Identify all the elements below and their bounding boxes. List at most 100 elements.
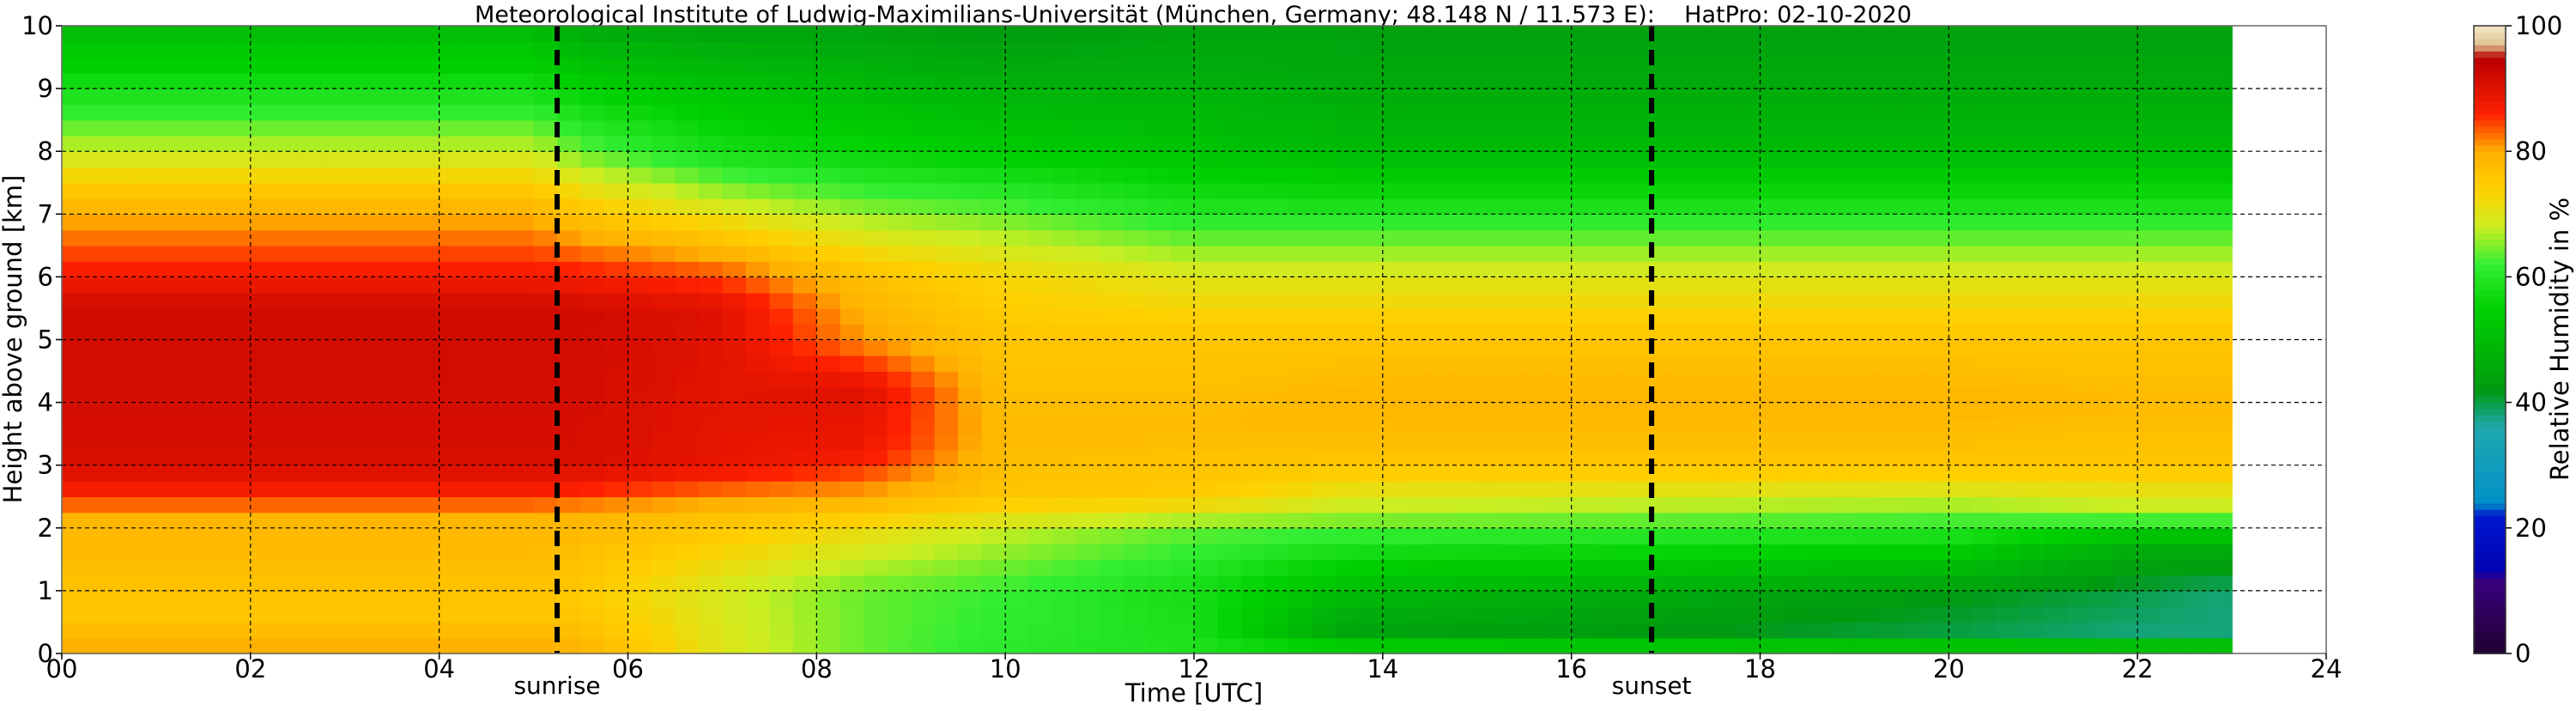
heatmap-cell xyxy=(1737,119,1761,137)
heatmap-cell xyxy=(557,559,582,576)
heatmap-cell xyxy=(1147,496,1172,514)
heatmap-cell xyxy=(1194,606,1219,623)
heatmap-cell xyxy=(627,88,652,106)
heatmap-cell xyxy=(1288,449,1313,466)
heatmap-cell xyxy=(321,574,346,592)
heatmap-cell xyxy=(745,574,771,592)
heatmap-cell xyxy=(2090,574,2115,592)
heatmap-cell xyxy=(321,261,346,278)
heatmap-cell xyxy=(1217,590,1242,607)
heatmap-cell xyxy=(1548,512,1573,529)
heatmap-cell xyxy=(1972,512,1997,529)
colorbar-segment xyxy=(2474,483,2506,491)
heatmap-cell xyxy=(934,527,960,544)
heatmap-cell xyxy=(1830,355,1856,372)
heatmap-cell xyxy=(533,512,558,529)
heatmap-cell xyxy=(1406,527,1431,544)
heatmap-cell xyxy=(2019,527,2045,544)
heatmap-cell xyxy=(2090,307,2115,325)
heatmap-cell xyxy=(2043,386,2068,404)
heatmap-cell xyxy=(1382,606,1408,623)
heatmap-cell xyxy=(1807,527,1832,544)
heatmap-cell xyxy=(2161,434,2185,451)
heatmap-cell xyxy=(627,41,652,58)
heatmap-cell xyxy=(321,151,346,168)
heatmap-cell xyxy=(463,292,488,309)
heatmap-cell xyxy=(533,261,558,278)
heatmap-cell xyxy=(368,167,393,184)
heatmap-cell xyxy=(2043,527,2068,544)
heatmap-cell xyxy=(1854,465,1879,482)
heatmap-cell xyxy=(439,41,464,58)
heatmap-cell xyxy=(1476,465,1502,482)
heatmap-cell xyxy=(1028,574,1053,592)
heatmap-cell xyxy=(132,307,157,325)
heatmap-cell xyxy=(1288,355,1313,372)
heatmap-cell xyxy=(1194,88,1219,106)
heatmap-cell xyxy=(981,261,1006,278)
heatmap-cell xyxy=(1972,276,1997,294)
heatmap-cell xyxy=(1382,151,1408,168)
heatmap-cell xyxy=(227,276,252,294)
heatmap-cell xyxy=(1264,434,1289,451)
heatmap-cell xyxy=(108,371,134,388)
heatmap-cell xyxy=(1264,355,1289,372)
heatmap-cell xyxy=(1100,434,1124,451)
heatmap-cell xyxy=(839,41,865,58)
heatmap-cell xyxy=(321,167,346,184)
heatmap-cell xyxy=(85,135,110,152)
heatmap-cell xyxy=(580,214,605,231)
colorbar-segment xyxy=(2474,408,2506,416)
heatmap-cell xyxy=(722,449,747,466)
heatmap-cell xyxy=(297,480,323,498)
heatmap-cell xyxy=(463,512,488,529)
heatmap-cell xyxy=(510,72,535,89)
y-tick-label: 7 xyxy=(38,199,53,228)
heatmap-cell xyxy=(1500,355,1525,372)
heatmap-cell xyxy=(1712,214,1737,231)
heatmap-cell xyxy=(792,245,818,262)
heatmap-cell xyxy=(2019,637,2045,654)
heatmap-cell xyxy=(839,606,865,623)
heatmap-cell xyxy=(864,229,888,246)
heatmap-cell xyxy=(344,574,370,592)
heatmap-cell xyxy=(274,324,299,341)
heatmap-cell xyxy=(439,512,464,529)
heatmap-cell xyxy=(816,606,841,623)
heatmap-cell xyxy=(1571,104,1596,121)
heatmap-cell xyxy=(1524,41,1549,58)
heatmap-cell xyxy=(2019,245,2045,262)
heatmap-cell xyxy=(533,590,558,607)
heatmap-cell xyxy=(2161,324,2185,341)
heatmap-cell xyxy=(1760,496,1785,514)
heatmap-cell xyxy=(1359,622,1384,639)
heatmap-cell xyxy=(274,307,299,325)
heatmap-cell xyxy=(1737,590,1761,607)
heatmap-cell xyxy=(368,434,393,451)
heatmap-cell xyxy=(1500,386,1525,404)
heatmap-cell xyxy=(1524,544,1549,561)
heatmap-cell xyxy=(297,135,323,152)
heatmap-cell xyxy=(745,324,771,341)
heatmap-cell xyxy=(864,182,888,199)
heatmap-cell xyxy=(816,449,841,466)
heatmap-cell xyxy=(1005,559,1030,576)
heatmap-cell xyxy=(958,386,983,404)
heatmap-cell xyxy=(1901,559,1926,576)
heatmap-cell xyxy=(203,434,228,451)
heatmap-cell xyxy=(1500,182,1525,199)
heatmap-cell xyxy=(1052,151,1077,168)
heatmap-cell xyxy=(2019,324,2045,341)
heatmap-cell xyxy=(2090,104,2115,121)
heatmap-cell xyxy=(1005,574,1030,592)
heatmap-cell xyxy=(1028,559,1053,576)
heatmap-cell xyxy=(1170,72,1195,89)
heatmap-cell xyxy=(1288,434,1313,451)
heatmap-cell xyxy=(1240,339,1266,356)
heatmap-cell xyxy=(1147,276,1172,294)
heatmap-cell xyxy=(1712,434,1737,451)
heatmap-cell xyxy=(179,151,204,168)
heatmap-cell xyxy=(2090,465,2115,482)
heatmap-cell xyxy=(463,496,488,514)
heatmap-cell xyxy=(1476,386,1502,404)
